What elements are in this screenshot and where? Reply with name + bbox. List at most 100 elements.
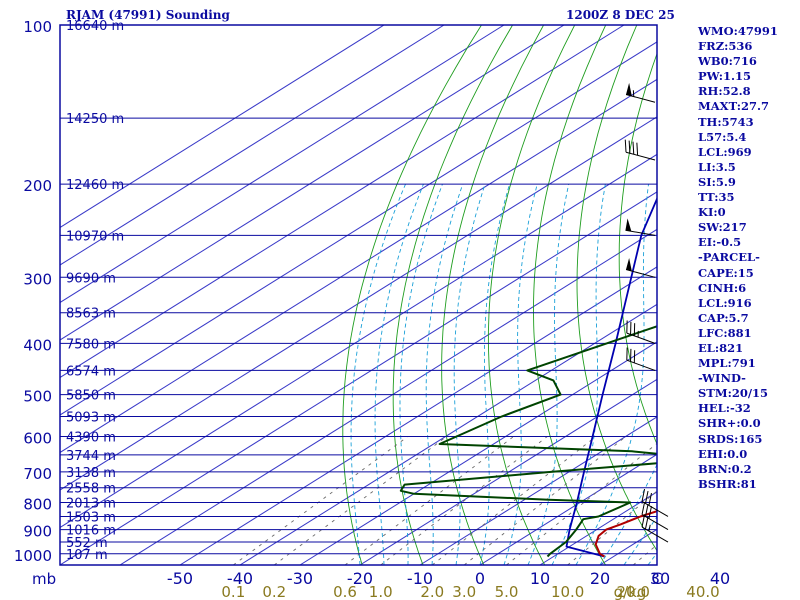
temperature-tick-label: 0 — [475, 569, 485, 588]
stat-line: MAXT:27.7 — [698, 99, 769, 114]
pressure-tick-label: 300 — [23, 270, 52, 288]
parcel-line — [565, 196, 657, 558]
isotherm-line — [119, 228, 657, 565]
stat-line: WMO:47991 — [698, 24, 778, 38]
isotherm-line — [60, 25, 385, 229]
plot-border — [59, 24, 658, 566]
stat-line: SW:217 — [698, 220, 747, 235]
mixing-ratio-line — [233, 436, 409, 565]
stat-line: L57:5.4 — [698, 129, 747, 144]
stat-line: LFC:881 — [698, 325, 752, 340]
isotherm-line — [60, 25, 445, 266]
isotherm-line — [60, 116, 657, 491]
moist-adiabat-line — [453, 184, 486, 565]
barb-staff — [625, 151, 656, 161]
pressure-tick-label: 800 — [23, 496, 52, 514]
temperature-tick-label: -10 — [407, 569, 433, 588]
height-label: 14250 m — [66, 112, 124, 127]
height-label: 3138 m — [66, 466, 116, 481]
stat-line: HEL:-32 — [698, 401, 751, 416]
mixing-ratio-tick-label: 0.6 — [333, 583, 357, 600]
moist-adiabat-line — [425, 184, 464, 565]
sounding-time: 1200Z 8 DEC 25 — [566, 8, 675, 22]
stat-line: -WIND- — [698, 371, 746, 386]
mixing-ratio-line — [273, 436, 447, 565]
height-label: 3744 m — [66, 449, 116, 464]
mixing-ratio-line — [344, 436, 514, 565]
stat-line: EHI:0.0 — [698, 446, 748, 461]
temperature-tick-label: 30 — [650, 569, 670, 588]
barb-staff — [626, 332, 656, 344]
mixing-ratio-line — [380, 436, 548, 565]
stat-line: CAP:5.7 — [698, 310, 749, 325]
barb-full — [628, 140, 631, 154]
moist-adiabat-line — [527, 184, 570, 565]
isotherm-line — [179, 266, 657, 565]
moist-adiabat-line — [479, 184, 511, 565]
mixing-ratio-tick-label: 0.1 — [221, 583, 245, 600]
isotherm-line — [419, 416, 657, 565]
dry-adiabat-line — [441, 25, 544, 565]
moist-adiabat-line — [575, 184, 649, 565]
stability-indices-panel: WMO:47991 FRZ:536 WB0:716 PW:1.15 RH:52.8 MAX… — [698, 24, 798, 492]
station-title: RJAM (47991) Sounding — [66, 8, 230, 22]
height-label: 4390 m — [66, 430, 116, 445]
height-label: 107 m — [66, 548, 108, 563]
stat-line: BRN:0.2 — [698, 461, 752, 476]
mixing-ratio-tick-label: 5.0 — [495, 583, 519, 600]
stat-line: SI:5.9 — [698, 174, 736, 189]
dry-adiabat-line — [392, 25, 513, 565]
barb-flag — [625, 218, 632, 232]
temperature-tick-label: -40 — [227, 569, 253, 588]
isotherm-line — [60, 25, 625, 379]
stat-line: EL:821 — [698, 340, 744, 355]
height-label: 6574 m — [66, 364, 116, 379]
stat-line: -PARCEL- — [698, 250, 760, 265]
barb-flag — [626, 82, 632, 97]
mixing-ratio-tick-label: 3.0 — [452, 583, 476, 600]
mixing-ratio-tick-label: 20.0 — [617, 583, 650, 600]
mixing-ratio-line — [506, 442, 657, 565]
dry-adiabat-line — [618, 52, 657, 446]
height-label: 2558 m — [66, 482, 116, 497]
moist-adiabat-line — [551, 184, 606, 565]
stat-line: KI:0 — [698, 205, 726, 220]
wind-barbs — [624, 82, 669, 543]
barb-full — [648, 492, 652, 506]
barb-full — [641, 488, 646, 502]
dewpoint-line — [399, 325, 657, 558]
wind-barb — [641, 502, 669, 531]
barb-staff — [641, 514, 669, 531]
height-label: 16640 m — [66, 19, 124, 34]
height-label: 5850 m — [66, 389, 116, 404]
dry-adiabat-line — [342, 25, 482, 565]
temperature-tick-label: -30 — [287, 569, 313, 588]
temperature-tick-label: 20 — [590, 569, 610, 588]
stat-line: LI:3.5 — [698, 159, 736, 174]
temperature-tick-label: 10 — [530, 569, 550, 588]
temperature-tick-label: -20 — [347, 569, 373, 588]
mixing-ratio-line — [431, 436, 597, 565]
isotherm-line — [60, 41, 657, 416]
mixing-ratio-line — [567, 490, 657, 565]
pressure-tick-label: 700 — [23, 465, 52, 483]
stat-line: PW:1.15 — [698, 69, 752, 84]
barb-staff — [626, 359, 656, 371]
height-label: 10970 m — [66, 229, 124, 244]
barb-staff — [625, 269, 656, 278]
barb-full — [648, 506, 652, 519]
stat-line: LCL:969 — [698, 144, 752, 159]
pressure-tick-label: 200 — [23, 177, 52, 195]
isotherm-line — [239, 303, 657, 565]
height-label: 1016 m — [66, 524, 116, 539]
mixing-ratio-tick-label: 0.2 — [262, 583, 286, 600]
mixing-ratio-tick-label: 2.0 — [420, 583, 444, 600]
temperature-tick-label: -50 — [167, 569, 193, 588]
height-label: 7580 m — [66, 337, 116, 352]
height-label: 552 m — [66, 536, 108, 551]
height-label: 9690 m — [66, 271, 116, 286]
barb-staff — [641, 526, 669, 543]
stat-line: TT:35 — [698, 190, 735, 205]
wind-barb — [625, 82, 656, 103]
